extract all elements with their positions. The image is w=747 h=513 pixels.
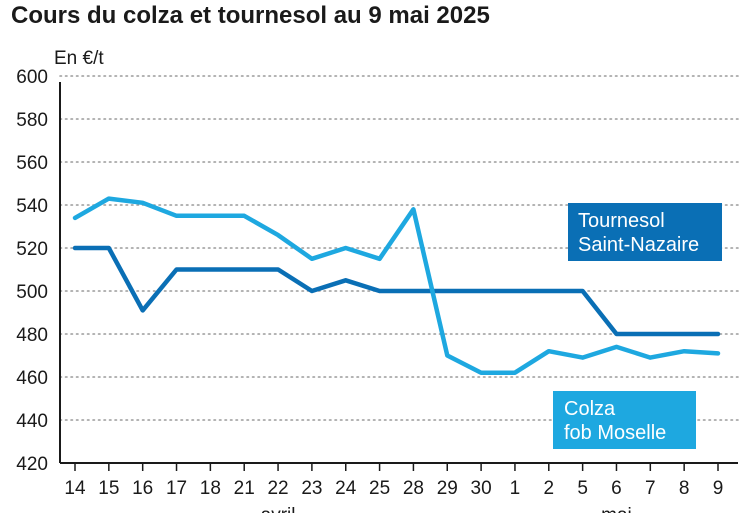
y-axis-unit-label: En €/t bbox=[54, 48, 104, 69]
x-tick-label: 25 bbox=[369, 478, 390, 499]
y-tick-label: 460 bbox=[16, 368, 48, 389]
y-tick-label: 500 bbox=[16, 282, 48, 303]
x-tick-label: 16 bbox=[132, 478, 153, 499]
chart-title: Cours du colza et tournesol au 9 mai 202… bbox=[11, 2, 490, 29]
month-labels: avril mai bbox=[261, 505, 632, 513]
y-axis-ticks: 420 440 460 480 500 520 540 560 580 600 bbox=[16, 67, 48, 475]
x-tick-label: 28 bbox=[403, 478, 424, 499]
legend-label: Saint-Nazaire bbox=[578, 234, 699, 256]
legend-label: fob Moselle bbox=[564, 422, 666, 444]
month-label: avril bbox=[261, 505, 296, 513]
y-tick-label: 540 bbox=[16, 196, 48, 217]
x-tick-label: 7 bbox=[645, 478, 656, 499]
x-tick-label: 5 bbox=[577, 478, 588, 499]
x-tick-label: 9 bbox=[713, 478, 724, 499]
x-tick-label: 17 bbox=[166, 478, 187, 499]
legend-box bbox=[568, 203, 722, 261]
y-tick-label: 480 bbox=[16, 325, 48, 346]
x-tick-label: 2 bbox=[544, 478, 555, 499]
x-tick-label: 23 bbox=[301, 478, 322, 499]
x-tick-label: 21 bbox=[234, 478, 255, 499]
x-tick-label: 1 bbox=[510, 478, 521, 499]
legend-label: Tournesol bbox=[578, 210, 665, 232]
y-tick-label: 420 bbox=[16, 454, 48, 475]
month-label: mai bbox=[601, 505, 632, 513]
x-tick-label: 24 bbox=[335, 478, 357, 499]
x-tick-label: 8 bbox=[679, 478, 690, 499]
x-axis-ticks: 14 15 16 17 18 21 22 23 24 25 28 29 30 1 2 5 6 7 8 9 bbox=[64, 463, 723, 499]
x-tick-label: 18 bbox=[200, 478, 221, 499]
series-line-2 bbox=[72, 196, 721, 375]
legend-label: Colza bbox=[564, 398, 616, 420]
y-tick-label: 520 bbox=[16, 239, 48, 260]
x-tick-label: 6 bbox=[611, 478, 622, 499]
x-tick-label: 14 bbox=[64, 478, 86, 499]
y-tick-label: 440 bbox=[16, 411, 48, 432]
x-tick-label: 15 bbox=[98, 478, 119, 499]
legend-box bbox=[553, 391, 696, 449]
x-tick-label: 29 bbox=[437, 478, 458, 499]
x-tick-label: 30 bbox=[471, 478, 492, 499]
series-line-1 bbox=[72, 245, 721, 337]
y-tick-label: 600 bbox=[16, 67, 48, 88]
y-tick-label: 580 bbox=[16, 110, 48, 131]
series-lines bbox=[72, 196, 721, 375]
y-tick-label: 560 bbox=[16, 153, 48, 174]
x-tick-label: 22 bbox=[267, 478, 288, 499]
